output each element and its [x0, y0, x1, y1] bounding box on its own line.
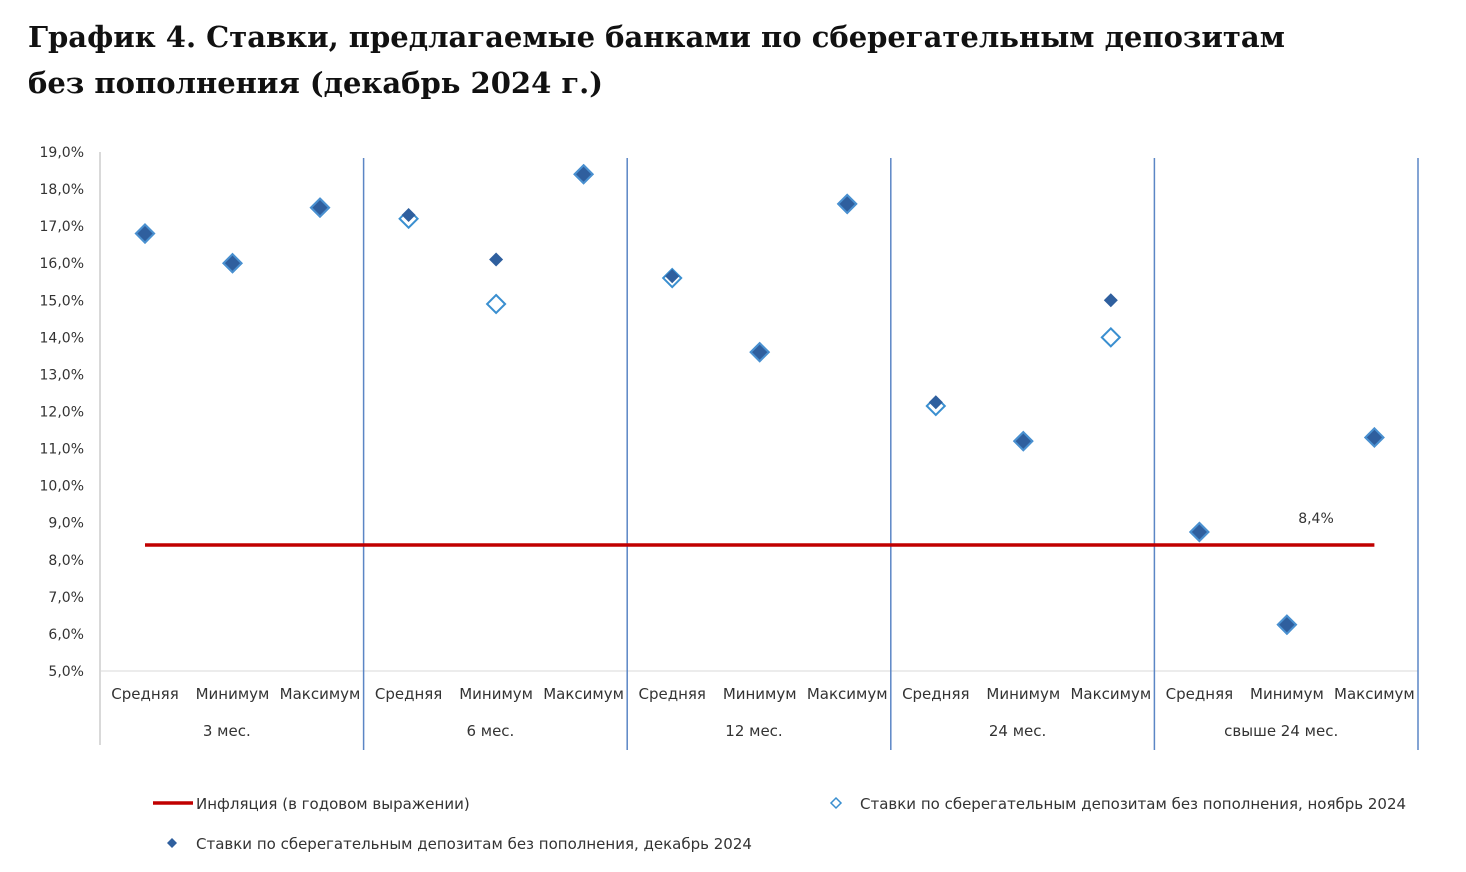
category-label: Минимум — [459, 685, 533, 703]
category-label: Средняя — [375, 685, 442, 703]
point-december — [1012, 430, 1034, 452]
category-label: Максимум — [1070, 685, 1151, 703]
group-label: 24 мес. — [989, 722, 1046, 740]
y-tick-label: 7,0% — [48, 590, 84, 606]
point-december — [928, 395, 943, 410]
category-label: Максимум — [543, 685, 624, 703]
category-label: Минимум — [196, 685, 270, 703]
group-label: 12 мес. — [725, 722, 782, 740]
y-tick-label: 9,0% — [48, 516, 84, 532]
inflation-data-label: 8,4% — [1298, 511, 1334, 527]
category-label: Минимум — [1250, 685, 1324, 703]
category-label: Средняя — [1166, 685, 1233, 703]
point-november — [485, 293, 507, 315]
y-tick-label: 8,0% — [48, 553, 84, 569]
point-december — [134, 223, 156, 244]
y-tick-label: 11,0% — [40, 442, 84, 458]
chart-title: График 4. Ставки, предлагаемые банками п… — [28, 20, 1285, 100]
category-label: Максимум — [1334, 685, 1415, 703]
y-tick-label: 13,0% — [40, 367, 84, 383]
category-label: Минимум — [986, 685, 1060, 703]
group-label: 3 мес. — [203, 722, 251, 740]
point-november — [1100, 326, 1122, 348]
point-december — [1276, 614, 1298, 636]
point-december — [401, 208, 416, 223]
point-december — [309, 197, 331, 219]
point-december — [665, 269, 680, 284]
category-label: Средняя — [902, 685, 969, 703]
group-label: свыше 24 мес. — [1224, 722, 1338, 740]
y-tick-label: 17,0% — [40, 219, 84, 235]
category-label: Минимум — [723, 685, 797, 703]
category-label: Максимум — [807, 685, 888, 703]
point-december — [573, 163, 595, 185]
legend-november-swatch — [829, 796, 843, 810]
y-tick-label: 5,0% — [48, 664, 84, 680]
y-tick-label: 6,0% — [48, 627, 84, 643]
legend-december-label: Ставки по сберегательным депозитам без п… — [196, 835, 752, 853]
point-december — [749, 341, 771, 363]
category-label: Максимум — [280, 685, 361, 703]
point-december — [1188, 521, 1210, 543]
y-tick-label: 15,0% — [40, 293, 84, 309]
y-tick-label: 19,0% — [40, 145, 84, 161]
point-december — [1103, 293, 1118, 308]
point-december — [836, 193, 858, 215]
y-tick-label: 16,0% — [40, 256, 84, 272]
category-label: Средняя — [638, 685, 705, 703]
category-label: Средняя — [111, 685, 178, 703]
point-december — [1363, 427, 1385, 448]
group-label: 6 мес. — [466, 722, 514, 740]
legend-november-label: Ставки по сберегательным депозитам без п… — [860, 795, 1406, 813]
legend-december-swatch — [167, 838, 177, 848]
y-tick-label: 12,0% — [40, 405, 84, 421]
y-tick-label: 10,0% — [40, 479, 84, 495]
y-tick-label: 18,0% — [40, 182, 84, 198]
y-tick-label: 14,0% — [40, 330, 84, 346]
point-december — [222, 252, 243, 274]
legend-inflation-label: Инфляция (в годовом выражении) — [196, 795, 470, 813]
point-december — [489, 252, 504, 267]
